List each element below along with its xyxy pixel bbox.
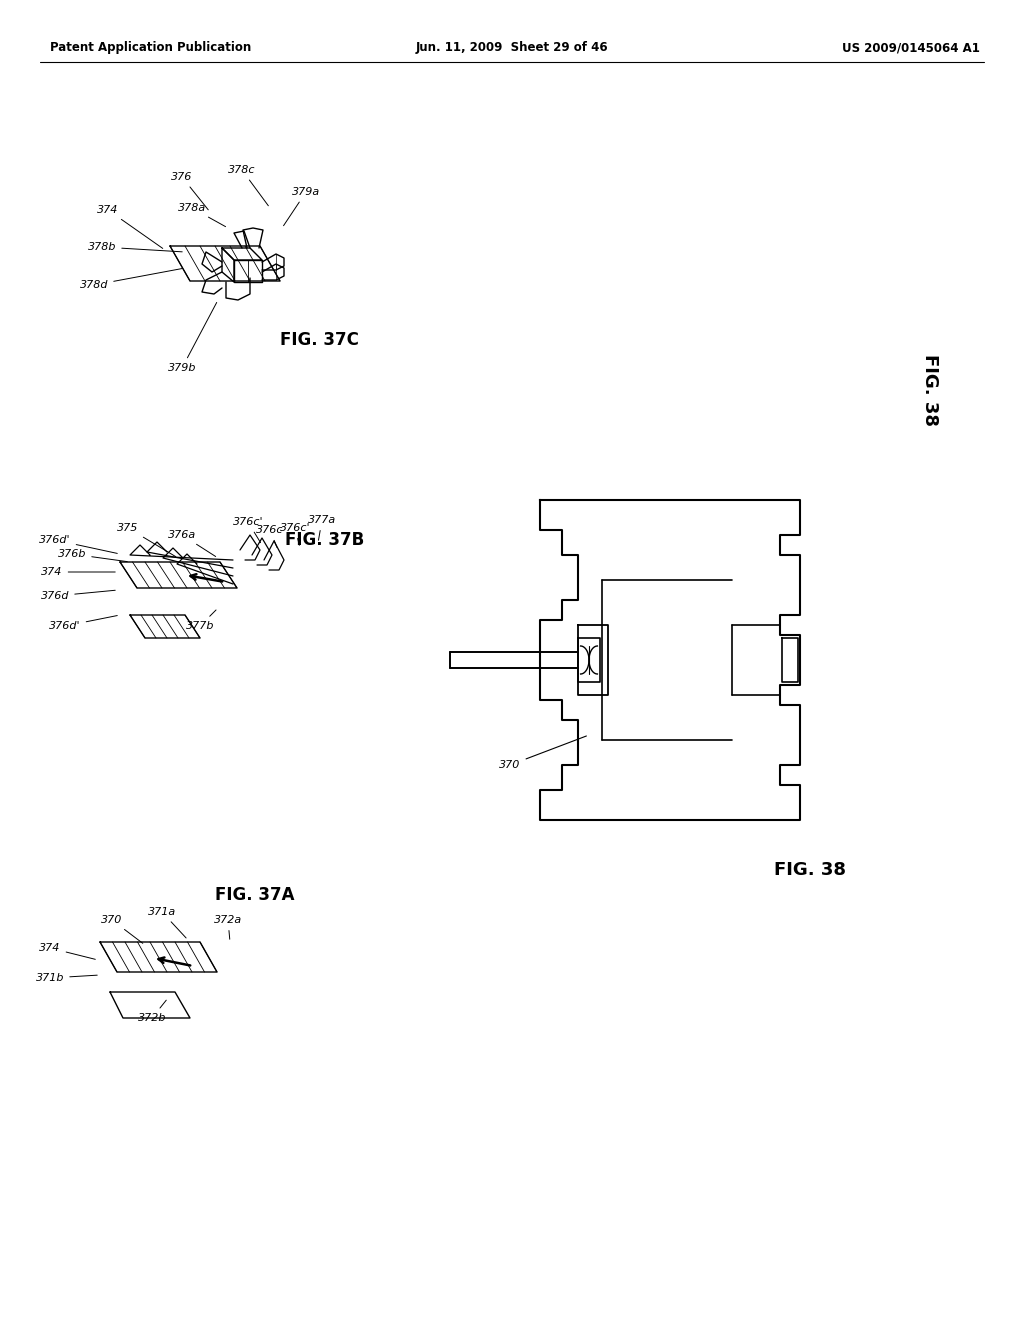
Text: 371a: 371a bbox=[147, 907, 186, 939]
Text: 371b: 371b bbox=[36, 973, 97, 983]
Text: 376c': 376c' bbox=[232, 517, 263, 543]
Text: Jun. 11, 2009  Sheet 29 of 46: Jun. 11, 2009 Sheet 29 of 46 bbox=[416, 41, 608, 54]
Text: 378a: 378a bbox=[178, 203, 225, 227]
Text: 377b: 377b bbox=[185, 610, 216, 631]
Text: 378c: 378c bbox=[228, 165, 268, 206]
Text: 378d: 378d bbox=[80, 268, 182, 290]
Text: FIG. 37A: FIG. 37A bbox=[215, 886, 295, 904]
Text: Patent Application Publication: Patent Application Publication bbox=[50, 41, 251, 54]
Text: 376d': 376d' bbox=[39, 535, 118, 553]
Text: FIG. 37C: FIG. 37C bbox=[280, 331, 358, 348]
Text: 379b: 379b bbox=[168, 302, 217, 374]
Text: 376: 376 bbox=[171, 172, 208, 210]
Text: FIG. 37B: FIG. 37B bbox=[285, 531, 365, 549]
Text: 376d': 376d' bbox=[49, 615, 118, 631]
Text: 378b: 378b bbox=[88, 242, 182, 252]
Text: 375: 375 bbox=[118, 523, 176, 557]
Text: 372b: 372b bbox=[138, 1001, 166, 1023]
Text: 370: 370 bbox=[500, 737, 587, 770]
Text: 374: 374 bbox=[39, 942, 95, 960]
Text: 377a: 377a bbox=[308, 515, 336, 540]
Text: FIG. 38: FIG. 38 bbox=[921, 354, 939, 426]
Text: 376c': 376c' bbox=[280, 523, 310, 545]
Text: 379a: 379a bbox=[284, 187, 321, 226]
Text: 376c: 376c bbox=[256, 525, 284, 548]
Text: 376b: 376b bbox=[57, 549, 127, 561]
Text: FIG. 38: FIG. 38 bbox=[774, 861, 846, 879]
Text: 376d: 376d bbox=[41, 590, 116, 601]
Text: 374: 374 bbox=[41, 568, 116, 577]
Text: 376a: 376a bbox=[168, 531, 216, 557]
Text: 370: 370 bbox=[101, 915, 142, 944]
Text: US 2009/0145064 A1: US 2009/0145064 A1 bbox=[842, 41, 980, 54]
Text: 372a: 372a bbox=[214, 915, 242, 940]
Text: 374: 374 bbox=[97, 205, 163, 248]
